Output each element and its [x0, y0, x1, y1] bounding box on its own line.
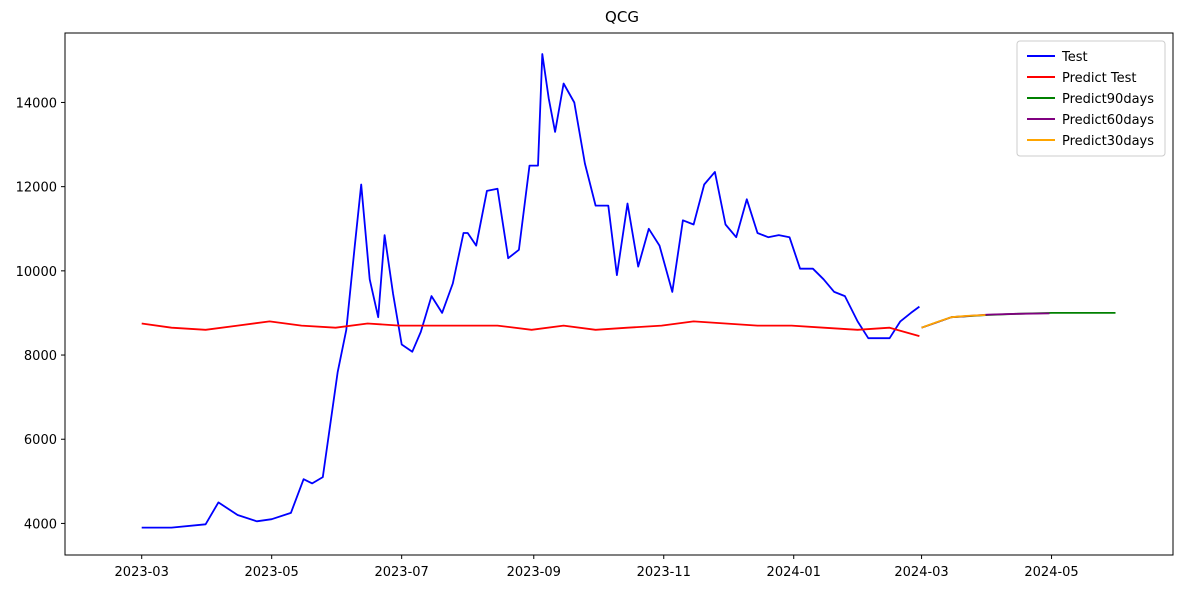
plot-area — [141, 53, 1116, 529]
y-tick-label: 8000 — [24, 349, 57, 364]
y-tick-label: 6000 — [24, 433, 57, 448]
y-tick-label: 12000 — [16, 181, 57, 196]
x-axis: 2023-03 2023-05 2023-07 2023-09 2023-11 2024-… — [115, 555, 1079, 580]
x-tick-label: 2024-03 — [894, 565, 948, 580]
series-line-predict-test — [141, 320, 920, 337]
y-tick-label: 10000 — [16, 265, 57, 280]
x-tick-label: 2023-07 — [374, 565, 428, 580]
legend-label-predict90days: Predict90days — [1062, 92, 1154, 107]
chart-title: QCG — [605, 8, 639, 26]
x-tick-label: 2023-11 — [637, 565, 691, 580]
y-tick-label: 14000 — [16, 96, 57, 111]
x-tick-label: 2023-09 — [507, 565, 561, 580]
legend-box — [1016, 40, 1166, 157]
legend-label-predict60days: Predict60days — [1062, 113, 1154, 128]
legend-label-predict30days: Predict30days — [1062, 134, 1154, 149]
y-tick-label: 4000 — [24, 517, 57, 532]
x-tick-label: 2023-05 — [245, 565, 299, 580]
legend-label-test: Test — [1061, 50, 1088, 65]
plot-frame — [64, 32, 1174, 556]
x-tick-label: 2024-01 — [767, 565, 821, 580]
series-line-predict30days — [921, 314, 986, 329]
x-tick-label: 2024-05 — [1024, 565, 1078, 580]
x-tick-label: 2023-03 — [115, 565, 169, 580]
legend: Test Predict Test Predict90days Predict60da… — [1016, 40, 1166, 157]
series-line-predict90days — [921, 311, 1116, 329]
y-axis: 4000 6000 8000 10000 12000 14000 — [16, 96, 65, 532]
legend-label-predict-test: Predict Test — [1062, 71, 1137, 86]
series-line-test — [141, 53, 920, 529]
